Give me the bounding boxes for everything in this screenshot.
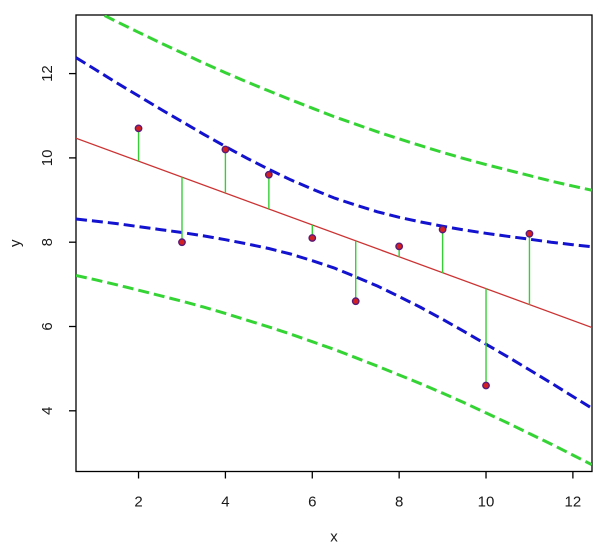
upper-confidence-band xyxy=(76,56,592,249)
data-point xyxy=(438,225,447,234)
upper-prediction-band xyxy=(100,15,592,192)
data-point xyxy=(264,170,273,179)
lower-prediction-band xyxy=(76,274,592,467)
x-axis-tick-label: 2 xyxy=(134,494,142,511)
y-axis-tick-label: 6 xyxy=(39,322,56,330)
x-axis-tick-label: 10 xyxy=(478,494,495,511)
plot-border xyxy=(75,14,593,473)
y-axis-tick-label: 12 xyxy=(39,65,56,82)
y-axis-tick-label: 4 xyxy=(39,407,56,415)
x-axis-tick-label: 6 xyxy=(308,494,316,511)
data-point xyxy=(351,297,360,306)
data-point xyxy=(221,145,230,154)
x-axis-title: x xyxy=(330,529,338,546)
data-point xyxy=(482,381,490,390)
data-point xyxy=(395,242,404,251)
y-axis-tick-label: 8 xyxy=(39,238,56,246)
lower-confidence-band xyxy=(76,217,592,410)
data-point xyxy=(525,229,534,238)
x-axis-tick-label: 12 xyxy=(565,494,582,511)
x-axis-tick-label: 8 xyxy=(395,494,403,511)
data-point xyxy=(308,234,317,242)
plot-area xyxy=(76,15,592,467)
data-point xyxy=(178,238,186,247)
data-point xyxy=(134,124,143,133)
x-axis-tick-label: 4 xyxy=(221,494,229,511)
y-axis-title: y xyxy=(7,239,24,247)
y-axis-tick-label: 10 xyxy=(39,150,56,167)
regression-line xyxy=(76,137,592,329)
